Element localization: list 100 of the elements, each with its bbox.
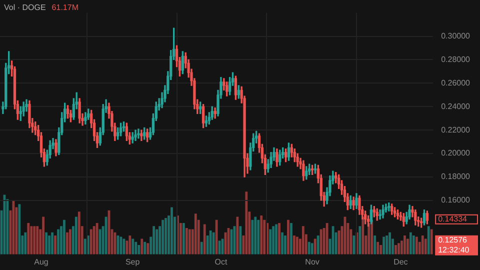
- bar: [358, 226, 362, 254]
- y-tick-label: 0.16000: [441, 196, 471, 205]
- bar: [352, 236, 356, 254]
- bar: [421, 236, 424, 254]
- bar: [18, 204, 21, 254]
- text: 0.12576: [438, 236, 468, 245]
- candlestick: [137, 128, 140, 139]
- bar: [275, 224, 278, 254]
- bar: [310, 243, 314, 254]
- y-tick-label: 0.26000: [441, 78, 471, 88]
- bar: [412, 236, 415, 254]
- bar: [74, 216, 78, 254]
- bar: [144, 242, 146, 254]
- bar: [314, 238, 316, 254]
- candlestick: [131, 132, 134, 144]
- bar: [382, 236, 385, 254]
- bar: [296, 236, 298, 254]
- y-tick-label: 0.24000: [441, 102, 471, 111]
- bar: [254, 216, 257, 254]
- bar: [284, 236, 286, 254]
- y-tick-label: 0.28000: [441, 54, 471, 64]
- bar: [66, 232, 68, 254]
- bar: [27, 222, 30, 254]
- chart-title: Vol · DOGE: [4, 3, 46, 12]
- bar: [430, 229, 433, 254]
- bar: [33, 226, 36, 254]
- y-tick-label: 0.30000: [441, 31, 471, 40]
- bar: [188, 229, 191, 254]
- bar: [57, 229, 60, 254]
- bar: [51, 232, 54, 254]
- bar: [162, 220, 164, 254]
- bar: [269, 229, 272, 254]
- text: 0.14334: [438, 214, 468, 224]
- bar: [394, 244, 397, 254]
- bar: [257, 220, 260, 254]
- bar: [427, 226, 430, 254]
- x-tick-label: Nov: [305, 257, 320, 266]
- bar: [194, 214, 197, 254]
- bar: [12, 201, 15, 254]
- bar: [156, 229, 158, 254]
- bar: [386, 236, 388, 254]
- x-tick-label: Aug: [34, 257, 48, 266]
- bar: [308, 242, 310, 254]
- bar: [398, 243, 400, 254]
- bar: [245, 192, 248, 254]
- bar: [78, 212, 80, 254]
- bar: [278, 222, 280, 254]
- x-tick-label: Dec: [394, 257, 408, 266]
- bar: [68, 229, 72, 254]
- bar: [376, 242, 380, 254]
- bar: [388, 232, 391, 254]
- bar: [92, 226, 96, 254]
- bar: [30, 226, 33, 254]
- bar: [316, 236, 320, 254]
- bar: [404, 236, 406, 254]
- bar: [290, 222, 292, 254]
- bar: [272, 226, 274, 254]
- bar: [63, 220, 66, 254]
- bar: [380, 244, 382, 254]
- bar: [128, 236, 132, 254]
- text: 12:32:40: [438, 246, 470, 255]
- bar: [287, 220, 290, 254]
- y-tick-label: 0.20000: [441, 148, 471, 158]
- bar: [293, 236, 296, 254]
- bar: [84, 238, 86, 254]
- bar: [424, 238, 427, 254]
- bar: [185, 228, 188, 254]
- y-tick-label: 0.22000: [441, 125, 471, 134]
- bar: [239, 226, 242, 254]
- bar: [96, 222, 98, 254]
- bar: [54, 236, 56, 254]
- bar: [263, 220, 266, 254]
- bar: [374, 236, 376, 254]
- bar: [140, 238, 144, 254]
- bar: [320, 229, 322, 254]
- bar: [182, 222, 185, 254]
- bar: [146, 243, 150, 254]
- bar: [98, 229, 102, 254]
- bar: [209, 230, 212, 254]
- bar: [24, 232, 27, 254]
- bar: [170, 207, 173, 254]
- bar: [302, 226, 304, 254]
- bar: [90, 229, 92, 254]
- bar: [48, 236, 50, 254]
- bar: [138, 244, 140, 254]
- text: 61.17M: [52, 3, 78, 12]
- bar: [415, 236, 418, 254]
- bar: [132, 238, 134, 254]
- bar: [362, 216, 364, 254]
- bar: [42, 216, 45, 254]
- x-tick-label: Oct: [214, 257, 228, 266]
- bar: [164, 218, 167, 254]
- bar: [281, 232, 284, 254]
- y-tick-label: 0.18000: [441, 172, 471, 182]
- x-tick-label: Sep: [125, 257, 140, 266]
- bar: [409, 232, 412, 254]
- bar: [134, 242, 138, 254]
- bar: [406, 238, 409, 254]
- bar: [251, 220, 254, 254]
- bar: [203, 224, 206, 254]
